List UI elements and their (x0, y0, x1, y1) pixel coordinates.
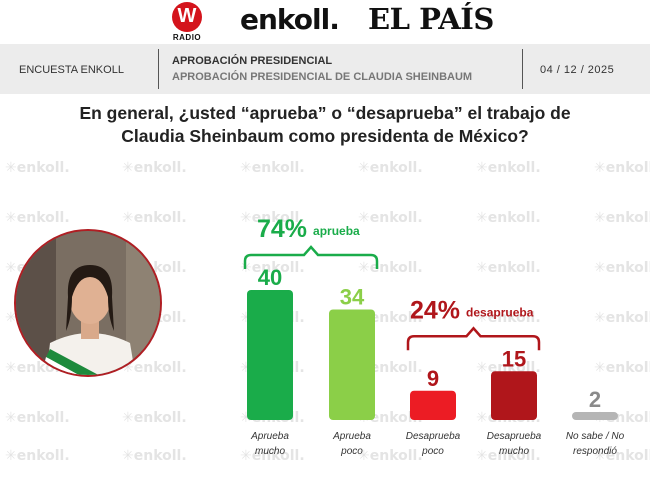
group-percent-label: 24% (410, 296, 460, 324)
watermark: ✳enkoll. (476, 310, 541, 326)
header-subtitle: APROBACIÓN PRESIDENCIAL DE CLAUDIA SHEIN… (172, 71, 473, 83)
category-label: poco (421, 446, 444, 457)
survey-label: ENCUESTA ENKOLL (19, 64, 124, 76)
watermark: ✳enkoll. (240, 210, 305, 226)
w-radio-logo: W RADIO (160, 2, 214, 42)
group-bracket (406, 326, 541, 351)
bar (329, 309, 375, 420)
watermark: ✳enkoll. (594, 310, 650, 326)
watermark: ✳enkoll. (594, 260, 650, 276)
watermark: ✳enkoll. (122, 210, 187, 226)
watermark: ✳enkoll. (358, 210, 423, 226)
group-bracket (243, 245, 379, 269)
watermark: ✳enkoll. (594, 210, 650, 226)
watermark: ✳enkoll. (358, 160, 423, 176)
w-radio-label: RADIO (172, 33, 202, 42)
bar-value-label: 9 (427, 366, 439, 391)
bar-value-label: 40 (258, 265, 282, 290)
group-word-label: aprueba (313, 224, 360, 238)
category-label: respondió (573, 446, 617, 457)
category-label: Desaprueba (406, 431, 461, 442)
group-word-label: desaprueba (466, 305, 534, 319)
survey-date: 04 / 12 / 2025 (540, 64, 615, 76)
watermark: ✳enkoll. (476, 210, 541, 226)
category-label: mucho (499, 446, 529, 457)
question-text: En general, ¿usted “aprueba” o “desaprue… (30, 102, 620, 148)
group-percent-label: 74% (257, 215, 307, 243)
el-pais-logo: EL PAÍS (368, 2, 494, 36)
question-line-2: Claudia Sheinbaum como presidenta de Méx… (121, 126, 529, 146)
category-label: Aprueba (332, 431, 371, 442)
header-bar: ENCUESTA ENKOLL APROBACIÓN PRESIDENCIAL … (0, 44, 650, 94)
enkoll-logo: enkoll. (240, 3, 340, 36)
w-radio-circle-icon: W (172, 2, 202, 32)
watermark: ✳enkoll. (240, 160, 305, 176)
watermark: ✳enkoll. (122, 160, 187, 176)
bar-value-label: 2 (589, 387, 601, 412)
portrait-photo (14, 229, 162, 377)
category-label: No sabe / No (566, 431, 625, 442)
category-label: Desaprueba (487, 431, 542, 442)
watermark: ✳enkoll. (476, 260, 541, 276)
watermark: ✳enkoll. (358, 448, 423, 464)
watermark: ✳enkoll. (5, 410, 70, 426)
watermark: ✳enkoll. (122, 410, 187, 426)
category-label: mucho (255, 446, 285, 457)
w-radio-mark: W (177, 5, 197, 27)
header-divider (522, 49, 523, 89)
watermark: ✳enkoll. (358, 260, 423, 276)
bar (247, 290, 293, 420)
watermark: ✳enkoll. (122, 360, 187, 376)
watermark: ✳enkoll. (240, 260, 305, 276)
header-divider (158, 49, 159, 89)
watermark: ✳enkoll. (594, 448, 650, 464)
bar (572, 412, 618, 420)
watermark: ✳enkoll. (476, 160, 541, 176)
logos-bar: W RADIO enkoll. EL PAÍS (0, 0, 650, 44)
category-label: Aprueba (250, 431, 289, 442)
bar (410, 390, 456, 420)
bar-value-label: 34 (340, 285, 365, 310)
watermark: ✳enkoll. (5, 448, 70, 464)
watermark: ✳enkoll. (476, 448, 541, 464)
watermark: ✳enkoll. (594, 160, 650, 176)
header-title: APROBACIÓN PRESIDENCIAL (172, 55, 333, 67)
watermark: ✳enkoll. (594, 360, 650, 376)
watermark: ✳enkoll. (5, 160, 70, 176)
bar-value-label: 15 (502, 346, 526, 371)
watermark: ✳enkoll. (122, 448, 187, 464)
watermark: ✳enkoll. (240, 448, 305, 464)
watermark: ✳enkoll. (5, 210, 70, 226)
question-line-1: En general, ¿usted “aprueba” o “desaprue… (79, 103, 571, 123)
bar (491, 371, 537, 420)
category-label: poco (340, 446, 363, 457)
